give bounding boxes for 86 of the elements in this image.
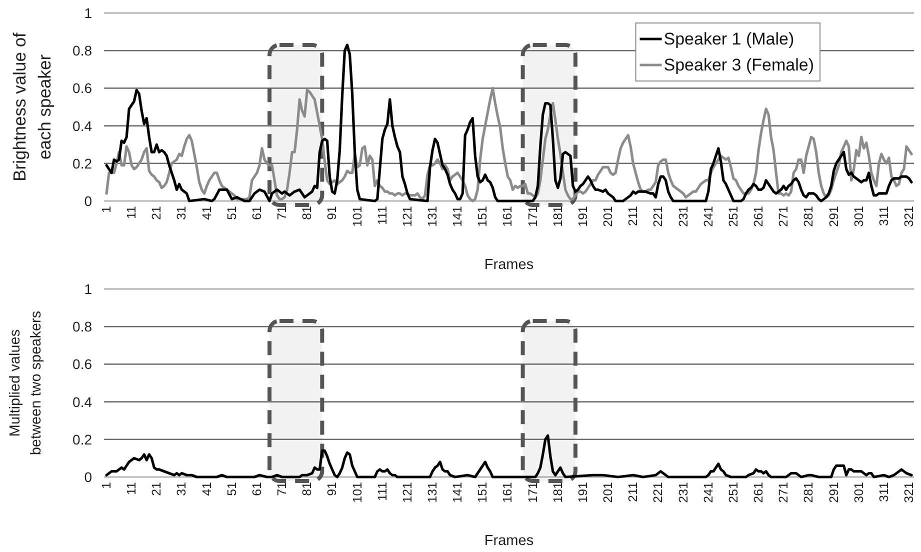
y-tick-label: 0.4 [72,394,92,410]
y-tick-label: 0.2 [72,431,92,448]
x-tick-label: 141 [450,482,465,503]
x-tick-label: 41 [200,206,214,220]
line-series [105,86,913,202]
x-tick-label: 261 [752,482,766,503]
x-tick-label: 221 [651,206,666,227]
x-tick-label: 321 [902,206,916,227]
x-tick-label: 161 [500,206,515,227]
x-tick-label: 291 [826,206,841,227]
x-tick-label: 141 [450,206,465,227]
x-tick-label: 151 [476,206,490,227]
x-tick-label: 31 [174,482,189,496]
x-tick-label: 1 [100,482,114,489]
x-tick-label: 241 [701,206,716,227]
y-tick-label: 0 [84,469,92,485]
x-tick-label: 151 [476,482,490,503]
x-tick-label: 121 [400,482,414,503]
x-tick-label: 281 [802,206,816,227]
x-tick-label: 91 [325,482,340,496]
x-tick-label: 11 [124,482,139,495]
y-tick-label: 1 [84,5,92,21]
x-tick-label: 211 [626,206,640,226]
x-tick-label: 311 [876,482,891,502]
x-tick-label: 111 [375,482,390,502]
x-tick-label: 181 [550,482,565,503]
x-tick-label: 201 [601,206,616,227]
line-series [105,434,913,478]
x-tick-label: 191 [576,482,590,503]
x-tick-label: 161 [500,482,515,503]
x-tick-label: 251 [726,206,740,227]
x-tick-label: 301 [852,482,866,503]
x-tick-label: 191 [576,206,590,227]
x-axis-title: Frames [484,533,534,549]
x-tick-label: 41 [200,482,214,496]
x-tick-label: 261 [752,206,766,227]
y-tick-label: 0.4 [72,118,92,134]
x-tick-label: 71 [275,206,290,220]
x-tick-label: 91 [325,206,340,220]
x-tick-label: 21 [150,482,164,496]
x-tick-label: 171 [526,206,540,227]
x-tick-label: 51 [224,482,239,496]
x-tick-label: 51 [224,206,239,220]
x-tick-label: 301 [852,206,866,227]
x-tick-label: 171 [526,482,540,503]
legend-label: Speaker 1 (Male) [664,30,794,48]
x-tick-label: 281 [802,482,816,503]
x-tick-label: 251 [726,482,740,503]
x-axis-title: Frames [484,257,534,273]
y-tick-label: 0.6 [72,356,92,372]
y-axis-title: Brightness value of each speaker [9,32,55,182]
x-tick-label: 71 [275,482,290,496]
x-tick-label: 271 [776,206,791,227]
y-tick-label: 0.8 [72,318,92,335]
x-tick-label: 81 [300,482,314,496]
x-tick-label: 241 [701,482,716,503]
x-tick-label: 211 [626,482,640,502]
x-tick-label: 131 [426,206,440,227]
y-tick-label: 0.2 [72,155,92,172]
x-tick-label: 291 [826,482,841,503]
x-tick-label: 221 [651,482,666,503]
x-tick-label: 61 [250,482,264,496]
x-tick-label: 201 [601,482,616,503]
legend-label: Speaker 3 (Female) [664,56,814,74]
x-tick-label: 61 [250,206,264,220]
x-tick-label: 121 [400,206,414,227]
x-tick-label: 31 [174,206,189,220]
x-tick-label: 111 [375,206,390,226]
x-tick-label: 21 [150,206,164,220]
x-tick-label: 231 [676,206,690,227]
x-tick-label: 131 [426,482,440,503]
x-tick-label: 181 [550,206,565,227]
x-tick-label: 311 [876,206,891,226]
y-tick-label: 0 [84,193,92,209]
y-axis-title: Multiplied values between two speakers [7,310,45,456]
x-tick-label: 1 [100,206,114,213]
x-tick-label: 11 [124,206,139,219]
x-tick-label: 81 [300,206,314,220]
x-tick-label: 271 [776,482,791,503]
y-tick-label: 0.6 [72,80,92,96]
x-tick-label: 321 [902,482,916,503]
x-tick-label: 101 [350,482,364,503]
y-tick-label: 0.8 [72,42,92,59]
x-tick-label: 101 [350,206,364,227]
y-tick-label: 1 [84,281,92,297]
x-tick-label: 231 [676,482,690,503]
